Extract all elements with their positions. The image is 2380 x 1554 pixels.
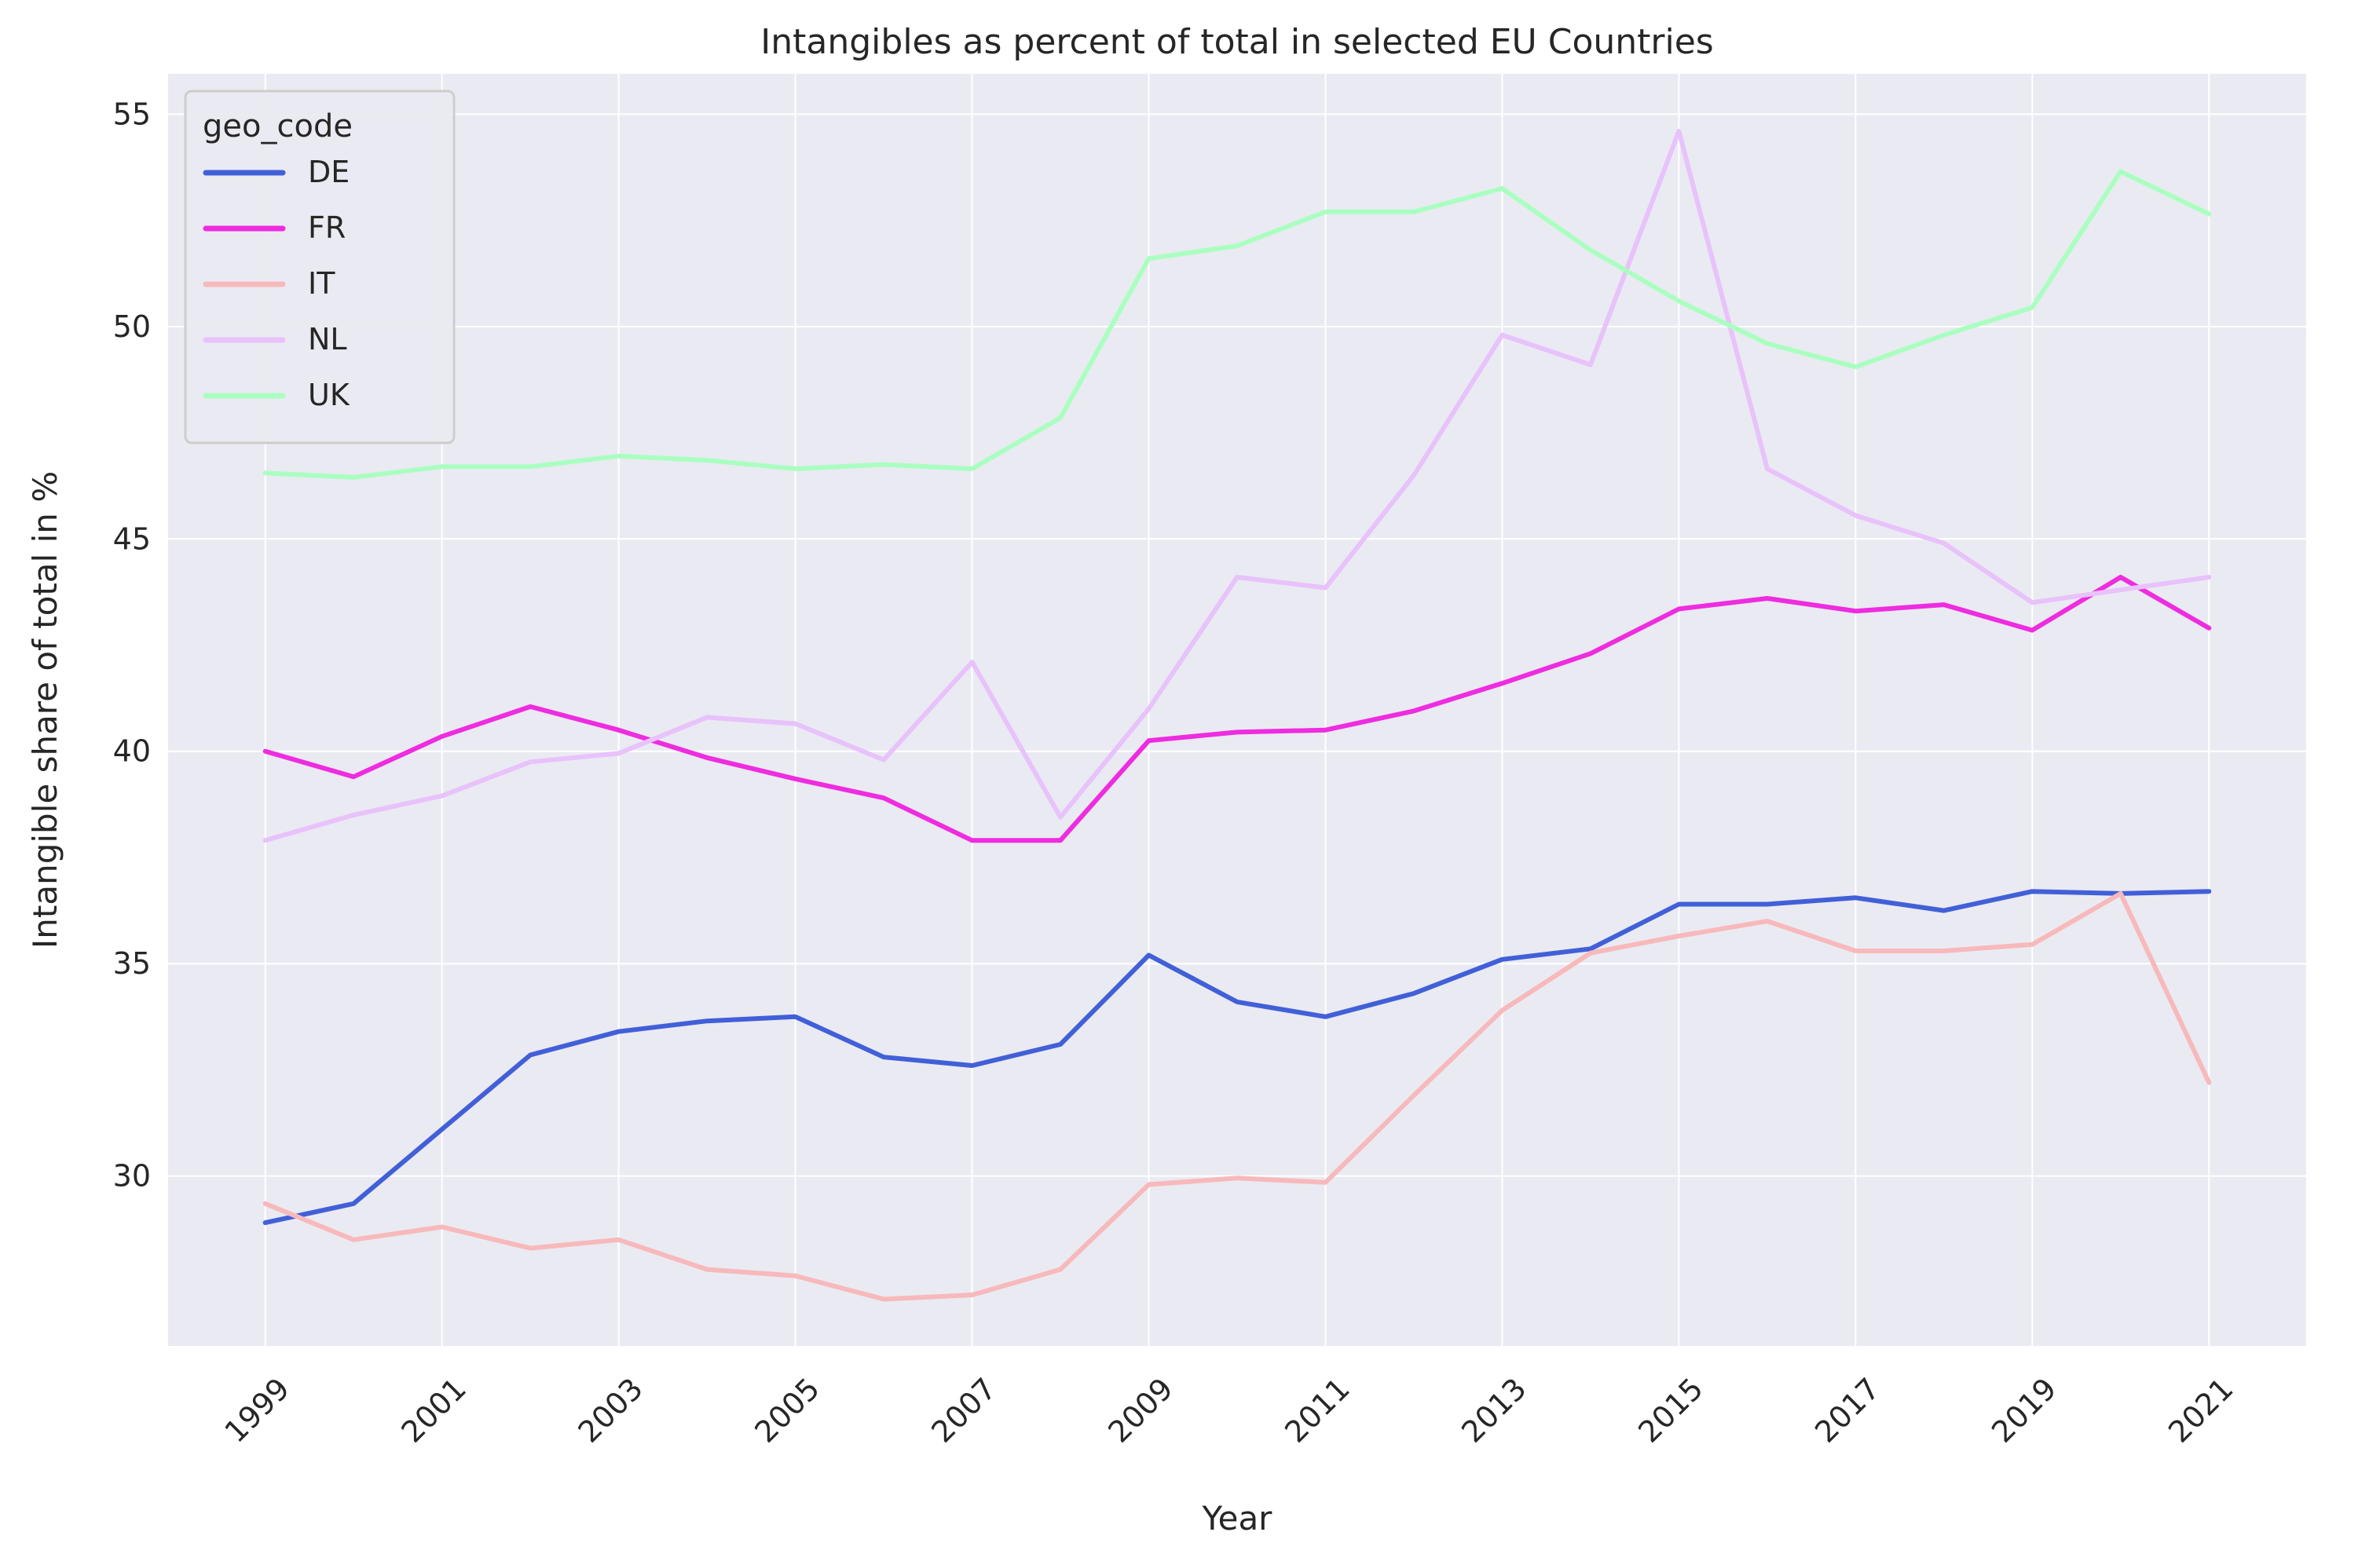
legend-items: DE FR IT NL UK [203,155,350,412]
x-tick-label: 2005 [748,1371,826,1450]
series-line-it [262,890,2212,1302]
legend-title: geo_code [203,108,353,144]
y-axis-label: Intangible share of total in % [26,471,64,949]
x-tick-label: 2021 [2162,1371,2240,1450]
legend: geo_code DE FR IT NL UK [184,90,456,444]
legend-label-uk: UK [308,378,350,412]
x-tick-label: 2015 [1631,1371,1710,1450]
x-tick-label: 2017 [1808,1371,1887,1450]
series-line-de [262,889,2212,1226]
series-line-nl [262,129,2212,843]
x-tick-label: 2013 [1455,1371,1533,1450]
y-tick-label: 50 [113,309,151,344]
legend-label-it: IT [308,266,335,301]
x-tick-label: 2019 [1985,1371,2063,1450]
x-axis-label: Year [1202,1499,1273,1538]
y-tick-label: 40 [113,734,151,769]
x-tick-label: 2001 [395,1371,474,1450]
y-tick-label: 30 [113,1159,151,1194]
x-tick-label: 2009 [1101,1371,1180,1450]
x-tick-label: 2003 [571,1371,650,1450]
y-tick-label: 55 [113,97,151,131]
chart-title: Intangibles as percent of total in selec… [760,22,1713,62]
legend-label-fr: FR [308,210,346,245]
series-line-fr [262,575,2212,843]
legend-box [184,90,456,444]
y-tick-label: 35 [113,946,151,981]
series-layer [262,129,2212,1302]
y-tick-label: 45 [113,521,151,556]
legend-label-de: DE [308,155,350,189]
legend-label-nl: NL [308,322,347,357]
x-tick-label: 2011 [1278,1371,1357,1450]
grid [168,74,2306,1346]
x-tick-label: 2007 [925,1371,1003,1450]
series-line-uk [262,169,2212,480]
x-tick-label: 1999 [218,1371,297,1450]
plot-area [168,74,2306,1346]
